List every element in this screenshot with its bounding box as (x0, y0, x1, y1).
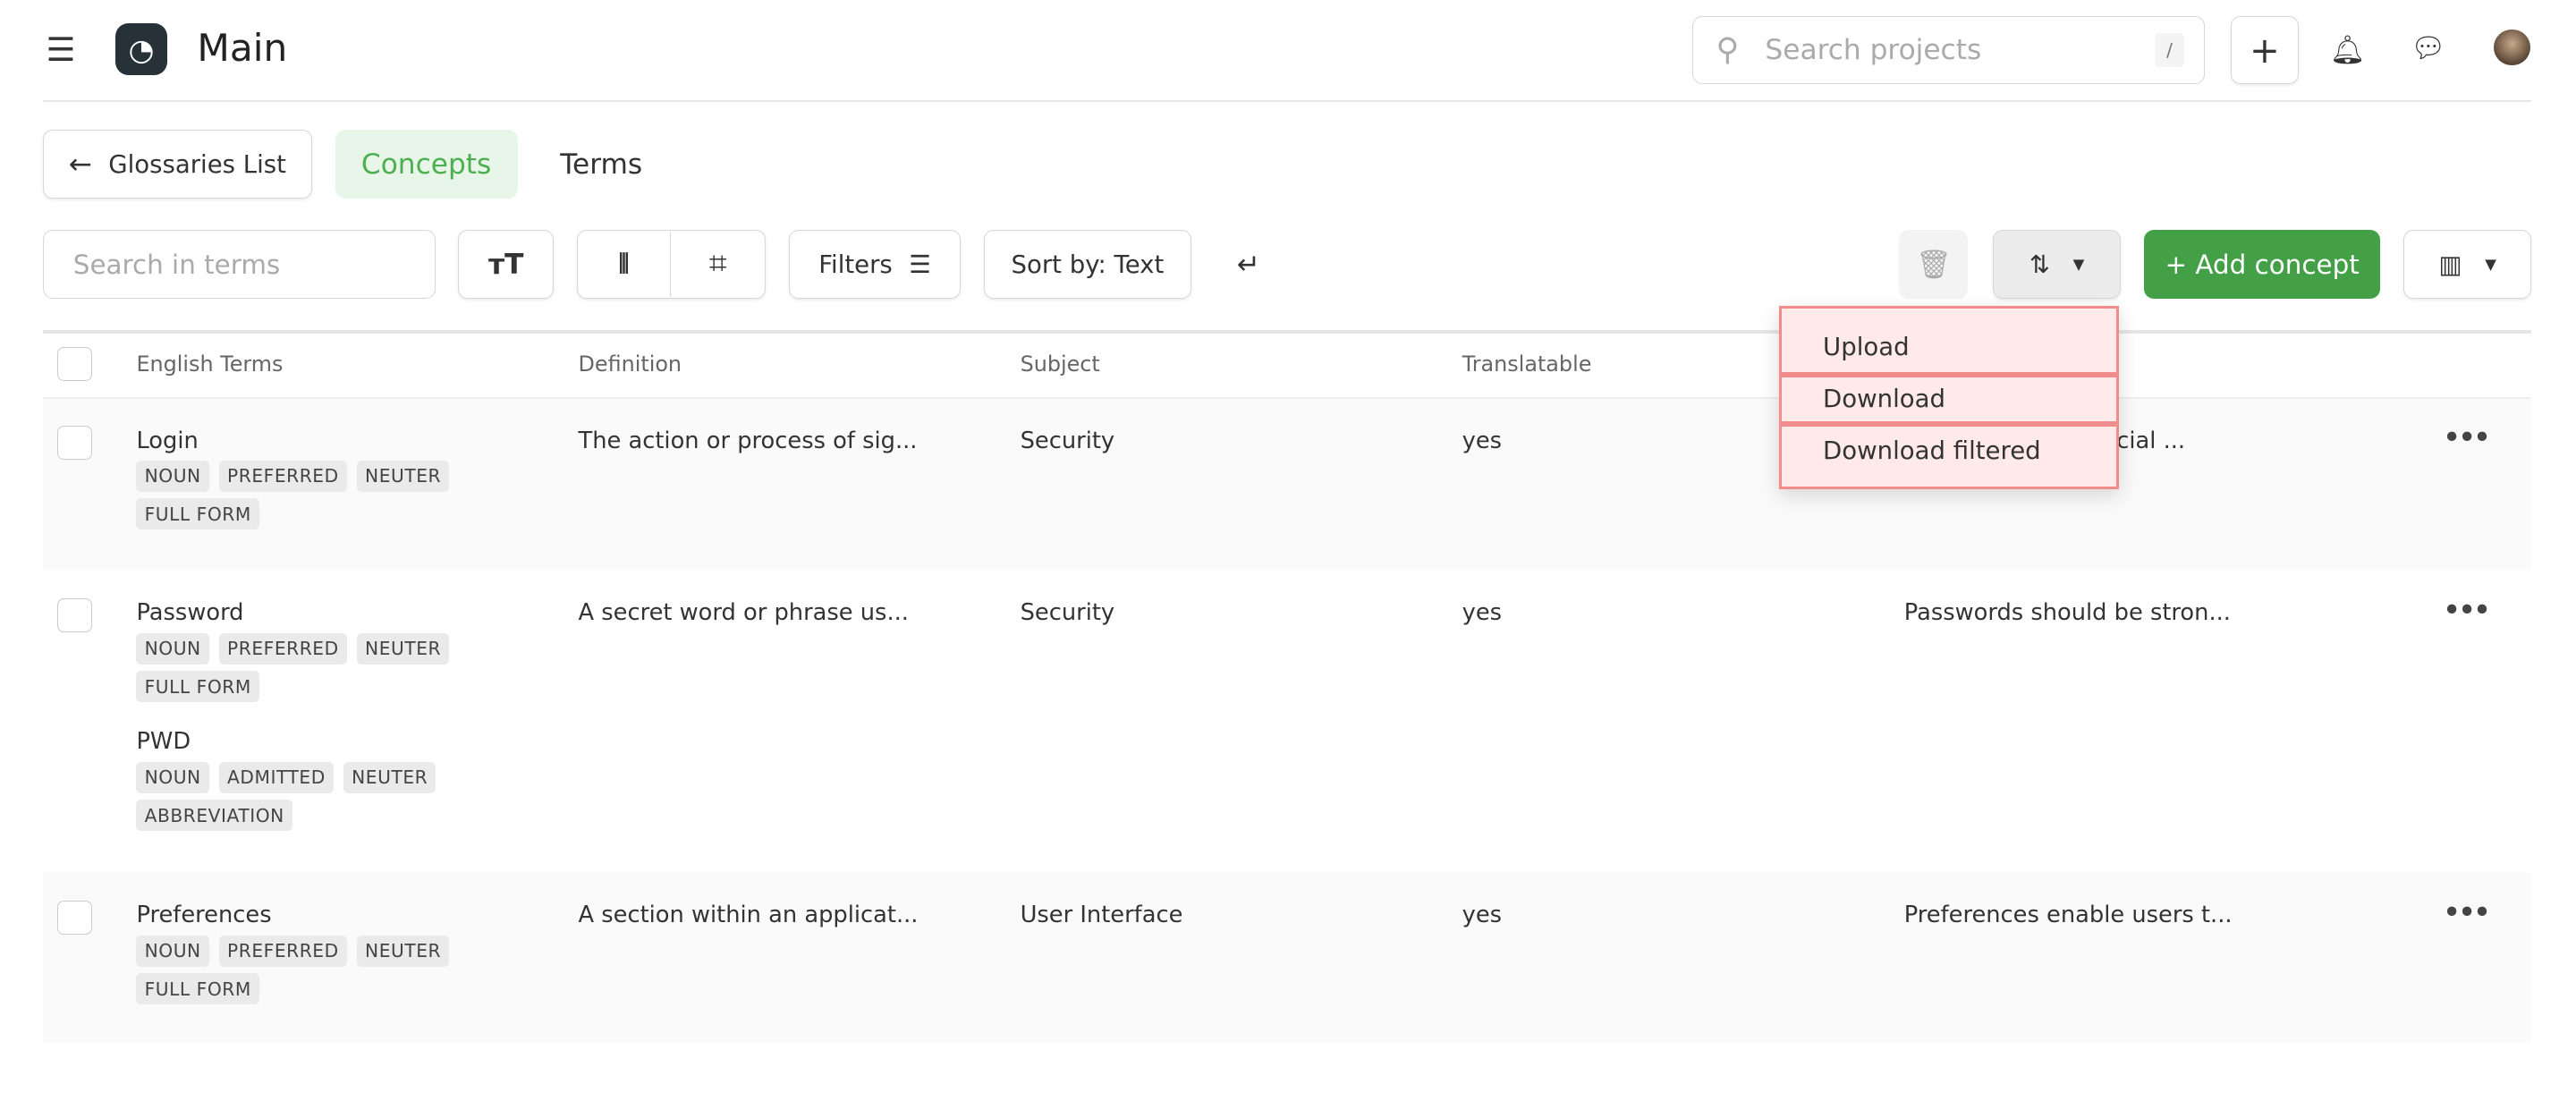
more-options-icon[interactable]: ••• (2443, 896, 2491, 927)
menu-icon[interactable]: ☰ (46, 30, 76, 69)
search-input[interactable]: Search projects (1765, 34, 1982, 66)
create-button[interactable]: + (2231, 16, 2299, 84)
term-tags: NOUN PREFERRED NEUTER FULL FORM (136, 632, 464, 703)
text-size-icon: ᴛT (488, 248, 524, 281)
tag: ADMITTED (218, 761, 334, 793)
term-tags: NOUN PREFERRED NEUTER FULL FORM (136, 935, 464, 1005)
arrow-left-icon: ← (68, 148, 92, 181)
row-checkbox[interactable] (57, 900, 92, 936)
tag: PREFERRED (218, 632, 347, 665)
tag: PREFERRED (218, 935, 347, 967)
tag: NEUTER (356, 632, 450, 665)
tag: ABBREVIATION (136, 800, 292, 832)
tag: NEUTER (356, 460, 450, 492)
plus-icon: + (2249, 29, 2280, 72)
more-options-icon[interactable]: ••• (2443, 422, 2491, 453)
filters-button[interactable]: Filters ☰ (788, 230, 962, 300)
column-header-translatable[interactable]: Translatable (1462, 351, 1592, 377)
delete-button[interactable]: 🗑︎ (1899, 230, 1969, 300)
back-to-glossaries-button[interactable]: ← Glossaries List (42, 130, 312, 199)
table-row[interactable]: Preferences NOUN PREFERRED NEUTER FULL F… (42, 872, 2532, 1044)
compact-view-icon[interactable]: ⫼ (578, 231, 672, 298)
sort-button[interactable]: Sort by: Text (984, 230, 1191, 300)
terms-search-input[interactable]: Search in terms (42, 230, 436, 300)
definition-cell: The action or process of sig... (578, 427, 918, 454)
column-header-subject[interactable]: Subject (1020, 351, 1100, 377)
tag: NOUN (136, 761, 209, 793)
text-size-button[interactable]: ᴛT (458, 230, 554, 300)
caret-down-icon: ▼ (2485, 256, 2496, 274)
term-text: Login (136, 427, 199, 454)
menu-item-download-filtered[interactable]: Download filtered (1779, 423, 2120, 490)
tag: FULL FORM (136, 973, 259, 1005)
columns-button[interactable]: ▥ ▼ (2403, 230, 2532, 300)
term-text: Preferences (136, 902, 272, 929)
trash-icon: 🗑︎ (1915, 249, 1952, 282)
subject-cell: Security (1020, 427, 1115, 454)
app-logo: ◔ (114, 22, 168, 76)
header-divider (42, 100, 2532, 102)
definition-cell: A secret word or phrase us... (578, 599, 909, 627)
tag: FULL FORM (136, 498, 259, 530)
import-export-button[interactable]: ⇅ ▼ (1992, 230, 2122, 300)
frame-icon[interactable]: ⌗ (708, 245, 727, 282)
tag: NOUN (136, 460, 209, 492)
subject-cell: User Interface (1020, 902, 1183, 929)
term-tags: NOUN PREFERRED NEUTER FULL FORM (136, 460, 464, 530)
columns-icon: ▥ (2438, 250, 2462, 279)
translatable-cell: yes (1462, 427, 1503, 454)
chat-icon[interactable]: 💬︎ (2410, 31, 2446, 64)
tag: NEUTER (356, 935, 450, 967)
menu-item-download[interactable]: Download (1779, 374, 2120, 424)
tab-terms[interactable]: Terms (560, 148, 643, 181)
menu-item-upload[interactable]: Upload (1779, 305, 2120, 375)
tab-concepts[interactable]: Concepts (335, 130, 518, 199)
term-list: Login NOUN PREFERRED NEUTER FULL FORM (136, 428, 464, 556)
caret-down-icon: ▼ (2072, 256, 2085, 274)
shortcut-badge: / (2155, 32, 2184, 68)
term-tags: NOUN ADMITTED NEUTER ABBREVIATION (136, 761, 464, 832)
subject-cell: Security (1020, 599, 1115, 627)
import-export-icon: ⇅ (2029, 250, 2050, 279)
term-list: Preferences NOUN PREFERRED NEUTER FULL F… (136, 902, 464, 1030)
definition-cell: A section within an applicat... (578, 902, 919, 929)
app-title: Main (197, 26, 288, 71)
avatar[interactable] (2494, 30, 2530, 66)
term-list: Password NOUN PREFERRED NEUTER FULL FORM… (136, 599, 464, 857)
more-options-icon[interactable]: ••• (2443, 594, 2491, 625)
project-search[interactable]: ⚲ Search projects / (1691, 16, 2205, 84)
tag: FULL FORM (136, 671, 259, 703)
select-all-checkbox[interactable] (57, 346, 92, 382)
table-row[interactable]: Password NOUN PREFERRED NEUTER FULL FORM… (42, 570, 2532, 873)
column-header-english-terms[interactable]: English Terms (136, 351, 284, 377)
bell-icon[interactable]: 🔔︎ (2329, 33, 2366, 66)
tag: NOUN (136, 935, 209, 967)
table-top-border (42, 330, 2532, 334)
layout-toggle-group: ⫼ ⌗ (576, 230, 766, 300)
translatable-cell: yes (1462, 902, 1503, 929)
translatable-cell: yes (1462, 599, 1503, 627)
filter-icon: ☰ (909, 250, 931, 279)
tag: NEUTER (343, 761, 436, 793)
tag: PREFERRED (218, 460, 347, 492)
row-checkbox[interactable] (57, 597, 92, 633)
note-cell: Preferences enable users t... (1903, 902, 2233, 929)
note-cell: Passwords should be stron... (1903, 599, 2231, 627)
row-checkbox[interactable] (57, 425, 92, 461)
search-icon: ⚲ (1716, 32, 1740, 68)
header-divider (42, 397, 2532, 400)
wrap-text-icon[interactable]: ↵ (1236, 248, 1260, 281)
add-concept-button[interactable]: + Add concept (2143, 230, 2381, 300)
column-header-definition[interactable]: Definition (578, 351, 682, 377)
term-text: Password (136, 599, 244, 627)
term-text: PWD (136, 728, 191, 756)
tag: NOUN (136, 632, 209, 665)
table-row[interactable]: Login NOUN PREFERRED NEUTER FULL FORM Th… (42, 399, 2532, 571)
